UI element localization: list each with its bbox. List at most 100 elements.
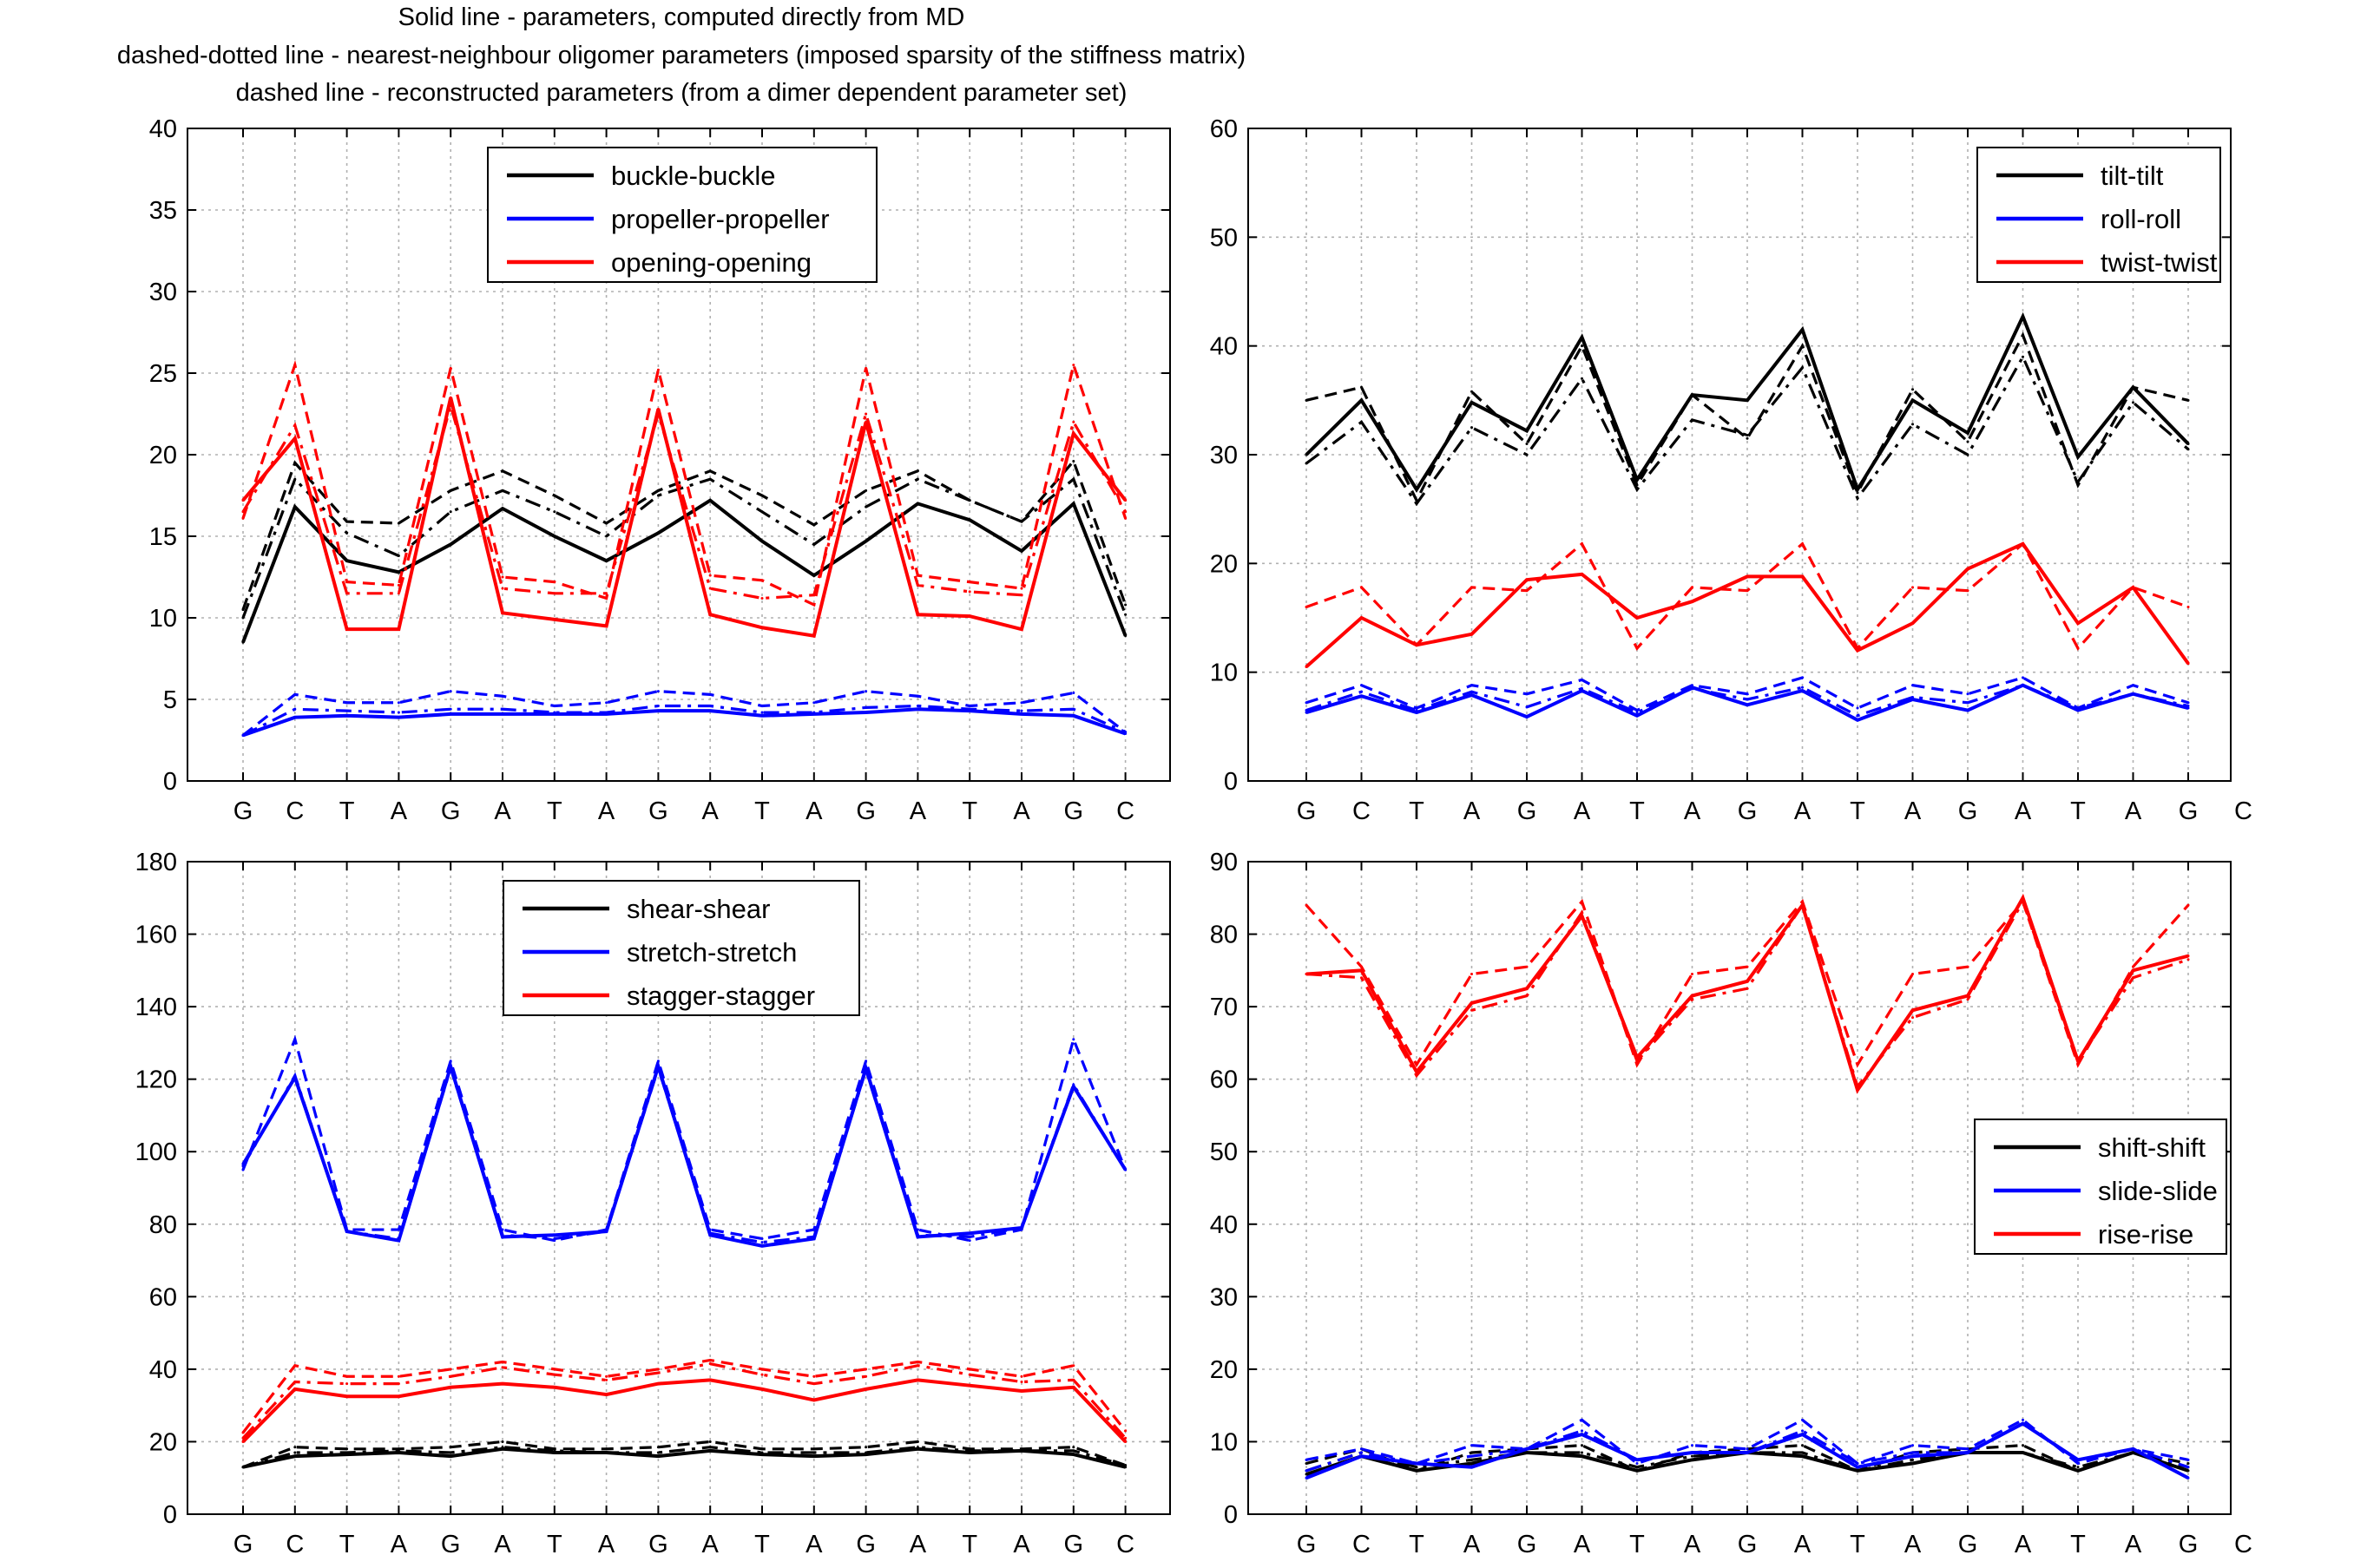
data-point <box>553 581 556 584</box>
data-point <box>345 627 349 631</box>
data-point <box>812 1235 816 1238</box>
y-tick-label: 0 <box>163 768 177 796</box>
legend-box <box>1974 1119 2227 1255</box>
data-point <box>1911 423 1914 426</box>
axes-box <box>187 861 1171 1515</box>
x-tick-label: G <box>1738 1531 1758 1558</box>
data-point <box>865 1060 868 1063</box>
data-point <box>293 423 297 427</box>
legend-label: opening-opening <box>611 247 812 278</box>
y-tick-label: 0 <box>1224 768 1238 796</box>
data-point <box>968 1384 971 1388</box>
data-point <box>293 364 297 367</box>
data-point <box>2022 1418 2024 1421</box>
data-point <box>1691 586 1693 589</box>
header-line-solid: Solid line - parameters, computed direct… <box>398 3 965 31</box>
data-point <box>449 1060 452 1063</box>
x-tick-label: T <box>2070 1531 2086 1558</box>
y-axis: 0 20 40 60 80 100 120 140 160 180 <box>135 849 1170 1529</box>
data-point <box>2022 896 2024 900</box>
data-point <box>2186 1469 2190 1473</box>
data-point <box>501 712 504 716</box>
data-point <box>968 707 971 711</box>
data-point <box>1072 477 1075 481</box>
data-point <box>1801 366 1804 370</box>
data-point <box>1966 567 1969 571</box>
data-point <box>1072 1386 1075 1389</box>
data-point <box>605 1228 608 1231</box>
data-point <box>293 1073 297 1077</box>
data-point <box>1525 453 1529 456</box>
data-point <box>1360 694 1363 698</box>
data-point <box>1911 398 1914 402</box>
data-point <box>293 1454 297 1458</box>
data-point <box>1691 998 1693 1001</box>
data-point <box>605 1447 608 1451</box>
grid <box>187 128 1170 781</box>
data-point <box>241 640 245 644</box>
data-point <box>345 1230 349 1233</box>
data-point <box>1801 1451 1804 1454</box>
data-point <box>1305 1473 1308 1476</box>
data-point <box>553 510 556 514</box>
data-point <box>1525 442 1529 445</box>
data-point <box>397 711 400 714</box>
data-point <box>449 1451 452 1454</box>
data-point <box>1801 1429 1804 1433</box>
x-tick-label: T <box>754 1531 770 1558</box>
data-point <box>605 1374 608 1378</box>
data-point <box>1072 460 1075 463</box>
data-point <box>916 705 919 708</box>
series-blue-dashed <box>1305 1418 2189 1466</box>
data-point <box>1360 385 1363 389</box>
data-point <box>1856 1462 1859 1466</box>
data-point <box>760 1447 764 1451</box>
data-point <box>1801 328 1804 331</box>
data-point <box>2132 1451 2134 1454</box>
data-point <box>293 477 297 481</box>
series-points <box>241 1378 1128 1443</box>
data-point <box>1856 496 1859 500</box>
data-point <box>1581 910 1583 914</box>
legend-label: roll-roll <box>2101 204 2181 234</box>
data-point <box>1124 1436 1128 1440</box>
data-point <box>501 1366 504 1369</box>
data-point <box>1856 1088 1859 1092</box>
data-point <box>241 616 245 620</box>
data-point <box>2186 442 2190 445</box>
y-tick-label: 30 <box>149 279 177 306</box>
data-point <box>2132 1447 2134 1451</box>
series-points <box>1305 355 2190 505</box>
figure-header: Solid line - parameters, computed direct… <box>117 3 1246 107</box>
series-points <box>241 364 1128 607</box>
data-point <box>656 407 660 410</box>
y-tick-label: 30 <box>1210 1283 1238 1311</box>
x-tick-label: G <box>856 797 876 825</box>
data-point <box>553 1239 556 1243</box>
legend-label: shift-shift <box>2098 1132 2206 1163</box>
data-point <box>1470 1462 1473 1466</box>
data-point <box>293 1364 297 1368</box>
data-point <box>397 1394 400 1398</box>
data-point <box>1525 429 1529 432</box>
data-point <box>605 522 608 525</box>
data-point <box>1124 613 1128 616</box>
data-point <box>553 592 556 595</box>
data-point <box>1124 731 1128 734</box>
data-point <box>397 701 400 705</box>
data-point <box>2132 976 2134 980</box>
x-tick-label: T <box>547 1531 562 1558</box>
data-point <box>1124 634 1128 638</box>
data-point <box>656 690 660 693</box>
data-point <box>397 1382 400 1386</box>
data-point <box>553 535 556 538</box>
data-point <box>345 1451 349 1454</box>
data-point <box>708 587 712 590</box>
data-point <box>2132 965 2134 968</box>
data-point <box>241 516 245 520</box>
data-point <box>656 709 660 712</box>
y-tick-label: 10 <box>1210 1428 1238 1456</box>
x-tick-label: A <box>910 797 927 825</box>
data-point <box>812 1374 816 1378</box>
data-point <box>708 1362 712 1366</box>
